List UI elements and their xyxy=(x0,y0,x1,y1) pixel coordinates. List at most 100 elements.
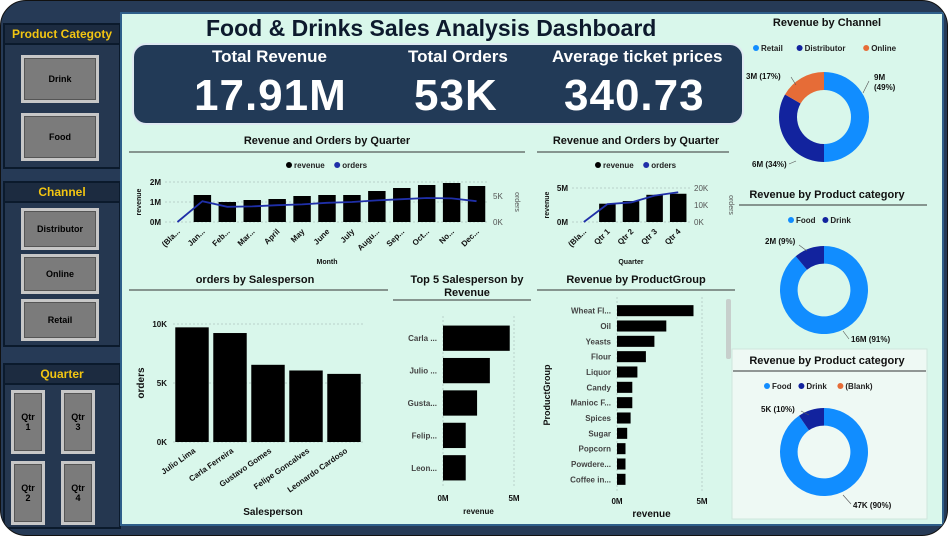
bar-revenue xyxy=(599,203,616,222)
chart-title: Revenue and Orders by Quarter xyxy=(244,135,411,147)
bar-revenue xyxy=(293,196,311,222)
legend-marker xyxy=(764,383,770,389)
x-tick-label: 5M xyxy=(696,497,707,506)
quarter-slicer: Quarter Qtr 1 Qtr 3 Qtr 2 Qtr 4 xyxy=(3,363,121,529)
chart-title: Revenue xyxy=(444,287,490,299)
y-tick-label: 0M xyxy=(150,218,161,227)
donut-slice xyxy=(795,246,824,270)
data-label: 3M (17%) xyxy=(746,72,781,81)
y-tick-label: Julio ... xyxy=(409,367,437,376)
bar-revenue xyxy=(243,200,261,222)
chart-title: Top 5 Salesperson by xyxy=(411,274,525,286)
y-tick-label: Manioc F... xyxy=(571,399,611,408)
legend-item: (Blank) xyxy=(845,382,872,391)
y-tick-label: Oil xyxy=(600,322,611,331)
data-label: (49%) xyxy=(874,83,896,92)
y-tick-label: Coffee in... xyxy=(570,475,611,484)
bar-revenue xyxy=(617,397,633,409)
kpi-card: Total Revenue 17.91M Total Orders 53K Av… xyxy=(132,43,744,125)
x-tick-label: Sep... xyxy=(385,227,406,248)
slicer-title: Product Categoty xyxy=(5,25,119,45)
slicer-item-qtr2[interactable]: Qtr 2 xyxy=(11,461,45,525)
bar-revenue xyxy=(443,422,466,449)
data-label: 2M (9%) xyxy=(765,237,796,246)
bar-revenue xyxy=(617,427,628,439)
bar-revenue xyxy=(417,185,436,222)
bar-orders xyxy=(327,373,361,442)
leader-line xyxy=(842,330,850,340)
x-tick-label: 5M xyxy=(508,494,519,503)
x-tick-label: May xyxy=(289,227,307,245)
legend-marker xyxy=(822,217,829,223)
slicer-item-food[interactable]: Food xyxy=(21,113,99,161)
bar-revenue xyxy=(646,194,663,222)
y-tick-label: 5K xyxy=(157,379,167,388)
x-axis-label: Month xyxy=(317,259,338,266)
legend-item: orders xyxy=(651,161,676,170)
slicer-item-qtr1[interactable]: Qtr 1 xyxy=(11,390,45,454)
legend-item: Distributor xyxy=(805,44,846,53)
x-tick-label: July xyxy=(339,227,357,245)
legend-marker xyxy=(643,162,650,168)
bar-revenue xyxy=(617,366,638,378)
x-axis-label: revenue xyxy=(463,507,494,516)
donut-slice xyxy=(780,246,869,334)
x-tick-label: Jan... xyxy=(186,227,207,248)
x-tick-label: (Bla... xyxy=(160,227,182,249)
y2-tick-label: 5K xyxy=(493,192,503,201)
legend-item: Drink xyxy=(830,216,851,225)
bar-revenue xyxy=(617,443,626,455)
y-tick-label: 0M xyxy=(557,218,568,227)
legend-item: orders xyxy=(342,161,367,170)
x-tick-label: Dec... xyxy=(459,227,480,248)
x-tick-label: Augu... xyxy=(356,227,382,253)
kpi-label-avg-ticket: Average ticket prices xyxy=(552,47,723,66)
legend-marker xyxy=(837,383,844,389)
bar-revenue xyxy=(443,325,510,351)
line-orders xyxy=(176,197,477,223)
bar-orders xyxy=(289,370,323,442)
bar-revenue xyxy=(617,320,667,332)
kpi-value-avg-ticket: 340.73 xyxy=(564,71,705,120)
donut-slice xyxy=(779,94,824,162)
data-label: 6M (34%) xyxy=(752,160,787,169)
y-tick-label: Wheat Fl... xyxy=(571,307,611,316)
y-tick-label: Yeasts xyxy=(586,337,612,346)
channel-slicer: Channel Distributor Online Retail xyxy=(3,181,121,347)
bar-orders xyxy=(251,364,285,442)
y2-tick-label: 10K xyxy=(694,201,709,210)
x-tick-label: Oct... xyxy=(411,227,432,248)
slicer-item-qtr4[interactable]: Qtr 4 xyxy=(61,461,95,525)
data-label: 16M (91%) xyxy=(851,335,890,344)
y-tick-label: 5M xyxy=(557,184,568,193)
slicer-item-qtr3[interactable]: Qtr 3 xyxy=(61,390,95,454)
bar-revenue xyxy=(617,305,694,317)
bar-revenue xyxy=(442,183,461,222)
leader-line xyxy=(800,410,810,416)
y2-axis-label: orders xyxy=(727,195,734,215)
kpi-value-revenue: 17.91M xyxy=(194,71,347,120)
y-tick-label: 2M xyxy=(150,178,161,187)
x-axis-label: Quarter xyxy=(618,259,644,266)
leader-line xyxy=(862,80,870,94)
slicer-item-online[interactable]: Online xyxy=(21,254,99,294)
slicer-item-retail[interactable]: Retail xyxy=(21,299,99,341)
y-tick-label: Liquor xyxy=(586,368,611,377)
chart-title: Revenue and Orders by Quarter xyxy=(553,135,720,147)
slicer-item-drink[interactable]: Drink xyxy=(21,55,99,103)
bar-revenue xyxy=(443,357,490,384)
chart-title: orders by Salesperson xyxy=(196,274,315,286)
slicer-item-distributor[interactable]: Distributor xyxy=(21,208,99,250)
bar-revenue xyxy=(622,201,640,222)
slicer-title: Quarter xyxy=(5,365,119,385)
bar-revenue xyxy=(617,412,631,424)
legend-marker xyxy=(798,383,805,389)
chart-title: Revenue by ProductGroup xyxy=(566,274,706,286)
x-tick-label: Qtr 4 xyxy=(663,227,683,247)
kpi-value-orders: 53K xyxy=(414,71,498,120)
y-tick-label: Leon... xyxy=(411,464,437,473)
bar-revenue xyxy=(617,335,655,347)
y-tick-label: Felip... xyxy=(412,431,437,440)
donut-slice xyxy=(824,72,869,162)
